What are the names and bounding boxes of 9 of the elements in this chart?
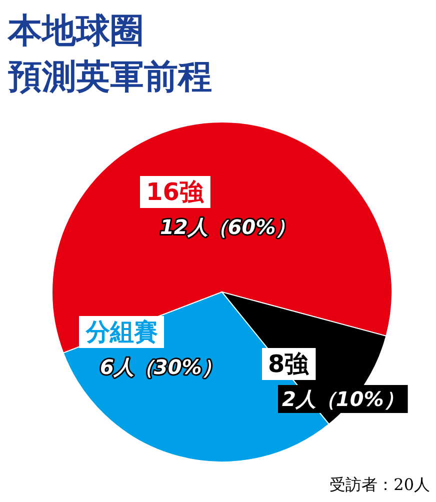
text: 受訪者：20人 <box>330 475 430 494</box>
data-label: 6人（30%） <box>100 355 222 379</box>
slice-label: 8強 <box>268 350 310 378</box>
slice-label: 16強 <box>146 178 204 206</box>
data-label: 2人（10%） <box>282 387 404 411</box>
chart-subtitle: 預測英軍前程 <box>8 57 212 97</box>
slice-label: 分組賽 <box>85 318 158 346</box>
data-label: 12人（60%） <box>160 215 296 239</box>
chart-title: 本地球圈 <box>7 11 144 51</box>
